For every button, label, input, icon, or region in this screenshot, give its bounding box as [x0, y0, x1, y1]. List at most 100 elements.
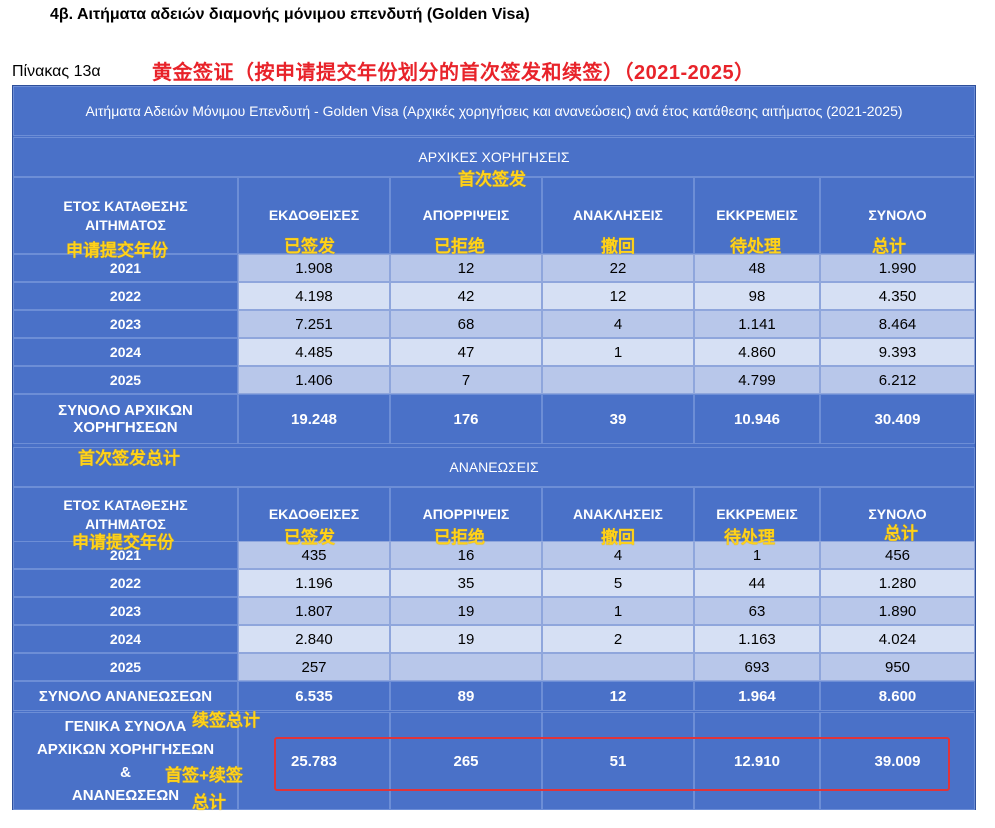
initial-header-rejected: ΑΠΟΡΡΙΨΕΙΣ — [390, 177, 542, 254]
initial-row-2-pending: 98 — [694, 282, 820, 310]
initial-row-2-issued: 4.198 — [238, 282, 390, 310]
initial-row-1-rejected: 12 — [390, 254, 542, 282]
renewals-row-1-rejected: 16 — [390, 541, 542, 569]
grand-total-label: ΓΕΝΙΚΑ ΣΥΝΟΛΑ ΑΡΧΙΚΩΝ ΧΟΡΗΓΗΣΕΩΝ & ΑΝΑΝΕΩΣΕ… — [13, 712, 238, 810]
renewals-row-2-rejected: 35 — [390, 569, 542, 597]
renewals-row-5-pending: 693 — [694, 653, 820, 681]
initial-total-pending: 10.946 — [694, 394, 820, 444]
grand-total-issued: 25.783 — [238, 712, 390, 810]
renewals-total-pending: 1.964 — [694, 681, 820, 711]
renewals-row-5-year: 2025 — [13, 653, 238, 681]
initial-header-issued: ΕΚΔΟΘΕΙΣΕΣ — [238, 177, 390, 254]
grand-total-label-line-1: ΓΕΝΙΚΑ ΣΥΝΟΛΑ — [64, 718, 187, 735]
grand-total-rejected: 265 — [390, 712, 542, 810]
annotation-total-renewals: 总计 — [884, 524, 918, 543]
renewals-row-3-revoked: 1 — [542, 597, 694, 625]
initial-header-revoked: ΑΝΑΚΛΗΣΕΙΣ — [542, 177, 694, 254]
renewals-row-4-revoked: 2 — [542, 625, 694, 653]
annotation-year: 申请提交年份 — [66, 241, 168, 260]
table-title: Αιτήματα Αδειών Μόνιμου Επενδυτή - Golde… — [13, 86, 975, 136]
grand-total-label-line-4: ΑΝΑΝΕΩΣΕΩΝ — [71, 787, 180, 804]
renewals-row-4-year: 2024 — [13, 625, 238, 653]
annotation-revoked: 撤回 — [601, 237, 635, 256]
renewals-row-1-total: 456 — [820, 541, 975, 569]
renewals-row-1-issued: 435 — [238, 541, 390, 569]
initial-total-rejected: 176 — [390, 394, 542, 444]
initial-row-1-pending: 48 — [694, 254, 820, 282]
renewals-row-4-issued: 2.840 — [238, 625, 390, 653]
renewals-total-issued: 6.535 — [238, 681, 390, 711]
annotation-issued-renewals: 已签发 — [284, 528, 335, 547]
initial-row-2-revoked: 12 — [542, 282, 694, 310]
annotation-total: 总计 — [872, 237, 906, 256]
initial-row-4-rejected: 47 — [390, 338, 542, 366]
renewals-row-5-total: 950 — [820, 653, 975, 681]
initial-row-3-total: 8.464 — [820, 310, 975, 338]
renewals-row-3-issued: 1.807 — [238, 597, 390, 625]
initial-row-5-pending: 4.799 — [694, 366, 820, 394]
grand-total-label-line-2: ΑΡΧΙΚΩΝ ΧΟΡΗΓΗΣΕΩΝ — [36, 741, 215, 758]
renewals-row-4-total: 4.024 — [820, 625, 975, 653]
initial-row-3-issued: 7.251 — [238, 310, 390, 338]
grand-total-label-line-3: & — [120, 764, 131, 781]
renewals-row-3-year: 2023 — [13, 597, 238, 625]
initial-row-5-issued: 1.406 — [238, 366, 390, 394]
initial-total-total: 30.409 — [820, 394, 975, 444]
initial-total-issued: 19.248 — [238, 394, 390, 444]
initial-row-1-issued: 1.908 — [238, 254, 390, 282]
renewals-row-3-total: 1.890 — [820, 597, 975, 625]
renewals-row-2-issued: 1.196 — [238, 569, 390, 597]
initial-row-3-year: 2023 — [13, 310, 238, 338]
page-heading: 4β. Αιτήματα αδειών διαμονής μόνιμου επε… — [50, 6, 530, 23]
initial-header-year: ΕΤΟΣ ΚΑΤΑΘΕΣΗΣ ΑΙΤΗΜΑΤΟΣ — [13, 177, 238, 254]
annotation-pending: 待处理 — [730, 237, 781, 256]
initial-row-4-year: 2024 — [13, 338, 238, 366]
renewals-row-4-rejected: 19 — [390, 625, 542, 653]
initial-row-4-pending: 4.860 — [694, 338, 820, 366]
annotation-initial-total: 首次签发总计 — [78, 449, 180, 468]
section-title-renewals: ΑΝΑΝΕΩΣΕΙΣ — [13, 447, 975, 487]
initial-total-label: ΣΥΝΟΛΟ ΑΡΧΙΚΩΝ ΧΟΡΗΓΗΣΕΩΝ — [13, 394, 238, 444]
renewals-header-issued: ΕΚΔΟΘΕΙΣΕΣ — [238, 487, 390, 542]
initial-row-3-revoked: 4 — [542, 310, 694, 338]
annotation-issued: 已签发 — [284, 237, 335, 256]
renewals-total-revoked: 12 — [542, 681, 694, 711]
renewals-row-3-pending: 63 — [694, 597, 820, 625]
annotation-title: 黄金签证（按申请提交年份划分的首次签发和续签）（2021-2025） — [152, 62, 755, 84]
annotation-pending-renewals: 待处理 — [724, 528, 775, 547]
grand-total-revoked: 51 — [542, 712, 694, 810]
renewals-total-label: ΣΥΝΟΛΟ ΑΝΑΝΕΩΣΕΩΝ — [13, 681, 238, 711]
grand-total-pending: 12.910 — [694, 712, 820, 810]
initial-header-pending: ΕΚΚΡΕΜΕΙΣ — [694, 177, 820, 254]
annotation-rejected-renewals: 已拒绝 — [434, 528, 485, 547]
initial-row-2-total: 4.350 — [820, 282, 975, 310]
annotation-initial-section: 首次签发 — [458, 170, 526, 189]
renewals-row-2-pending: 44 — [694, 569, 820, 597]
renewals-header-pending: ΕΚΚΡΕΜΕΙΣ — [694, 487, 820, 542]
renewals-row-5-rejected — [390, 653, 542, 681]
annotation-renewal-total: 续签总计 — [192, 711, 260, 730]
annotation-rejected: 已拒绝 — [434, 237, 485, 256]
initial-row-5-total: 6.212 — [820, 366, 975, 394]
renewals-header-year: ΕΤΟΣ ΚΑΤΑΘΕΣΗΣ ΑΙΤΗΜΑΤΟΣ — [13, 487, 238, 542]
initial-row-5-rejected: 7 — [390, 366, 542, 394]
initial-row-4-issued: 4.485 — [238, 338, 390, 366]
renewals-total-rejected: 89 — [390, 681, 542, 711]
initial-row-1-year: 2021 — [13, 254, 238, 282]
table-label: Πίνακας 13α — [12, 63, 101, 80]
initial-row-5-year: 2025 — [13, 366, 238, 394]
initial-total-revoked: 39 — [542, 394, 694, 444]
renewals-row-1-revoked: 4 — [542, 541, 694, 569]
renewals-row-3-rejected: 19 — [390, 597, 542, 625]
initial-row-4-revoked: 1 — [542, 338, 694, 366]
renewals-row-5-issued: 257 — [238, 653, 390, 681]
renewals-row-1-year: 2021 — [13, 541, 238, 569]
grand-total-highlight-box — [274, 737, 950, 791]
initial-row-2-year: 2022 — [13, 282, 238, 310]
annotation-grand-total-b: 总计 — [192, 793, 226, 812]
initial-row-1-total: 1.990 — [820, 254, 975, 282]
renewals-header-total: ΣΥΝΟΛΟ — [820, 487, 975, 542]
annotation-year-renewals: 申请提交年份 — [72, 533, 174, 552]
initial-header-total: ΣΥΝΟΛΟ — [820, 177, 975, 254]
renewals-row-5-revoked — [542, 653, 694, 681]
